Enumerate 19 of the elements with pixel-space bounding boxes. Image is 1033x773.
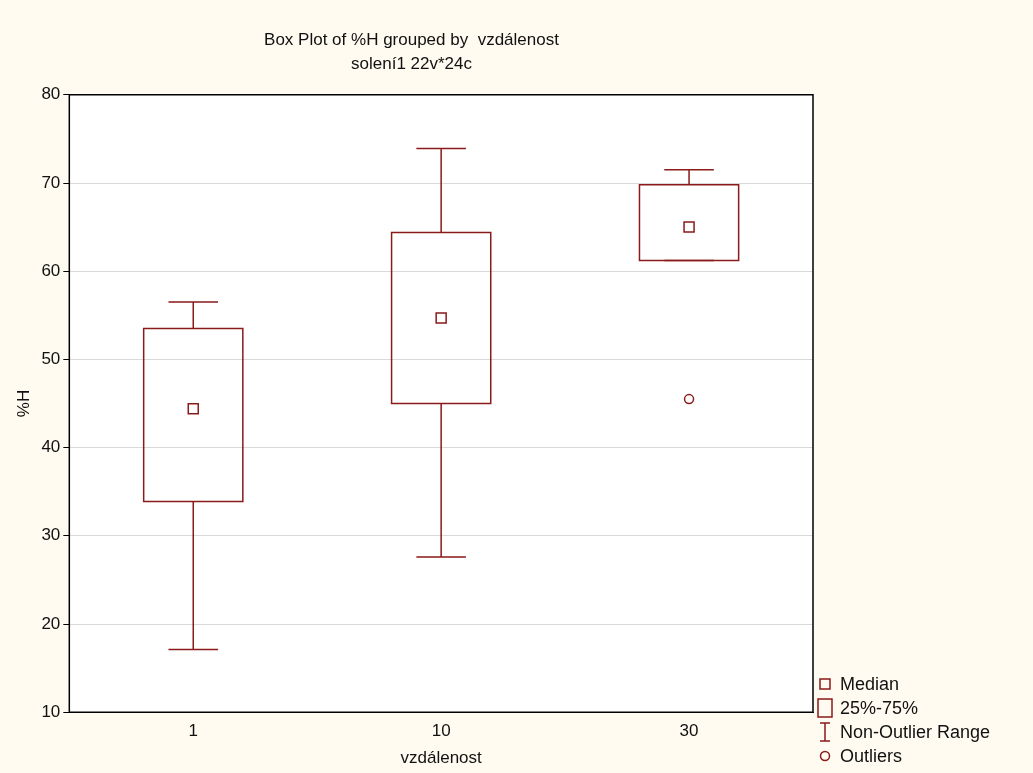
x-tick-label: 1 xyxy=(188,721,198,741)
chart-title: Box Plot of %H grouped by vzdálenost xyxy=(264,29,560,49)
text: Median xyxy=(840,673,900,696)
y-tick-label: 50 xyxy=(41,349,61,369)
y-tick-label: 70 xyxy=(41,172,61,192)
y-tick-label: 80 xyxy=(41,84,61,104)
y-tick-label: 40 xyxy=(41,437,61,457)
text: Outliers xyxy=(840,745,903,768)
x-tick-label: 10 xyxy=(431,721,451,741)
chart-subtitle: solení1 22v*24c xyxy=(351,54,473,74)
y-axis-title: %H xyxy=(13,389,33,418)
y-tick-label: 60 xyxy=(41,260,61,280)
y-tick-label: 30 xyxy=(41,525,61,545)
text: Non-Outlier Range xyxy=(840,721,991,744)
x-tick-label: 30 xyxy=(679,721,699,741)
y-tick-label: 10 xyxy=(41,701,61,721)
text: 25%-75% xyxy=(840,697,919,720)
y-tick-label: 20 xyxy=(41,613,61,633)
x-axis-title: vzdálenost xyxy=(400,748,483,768)
